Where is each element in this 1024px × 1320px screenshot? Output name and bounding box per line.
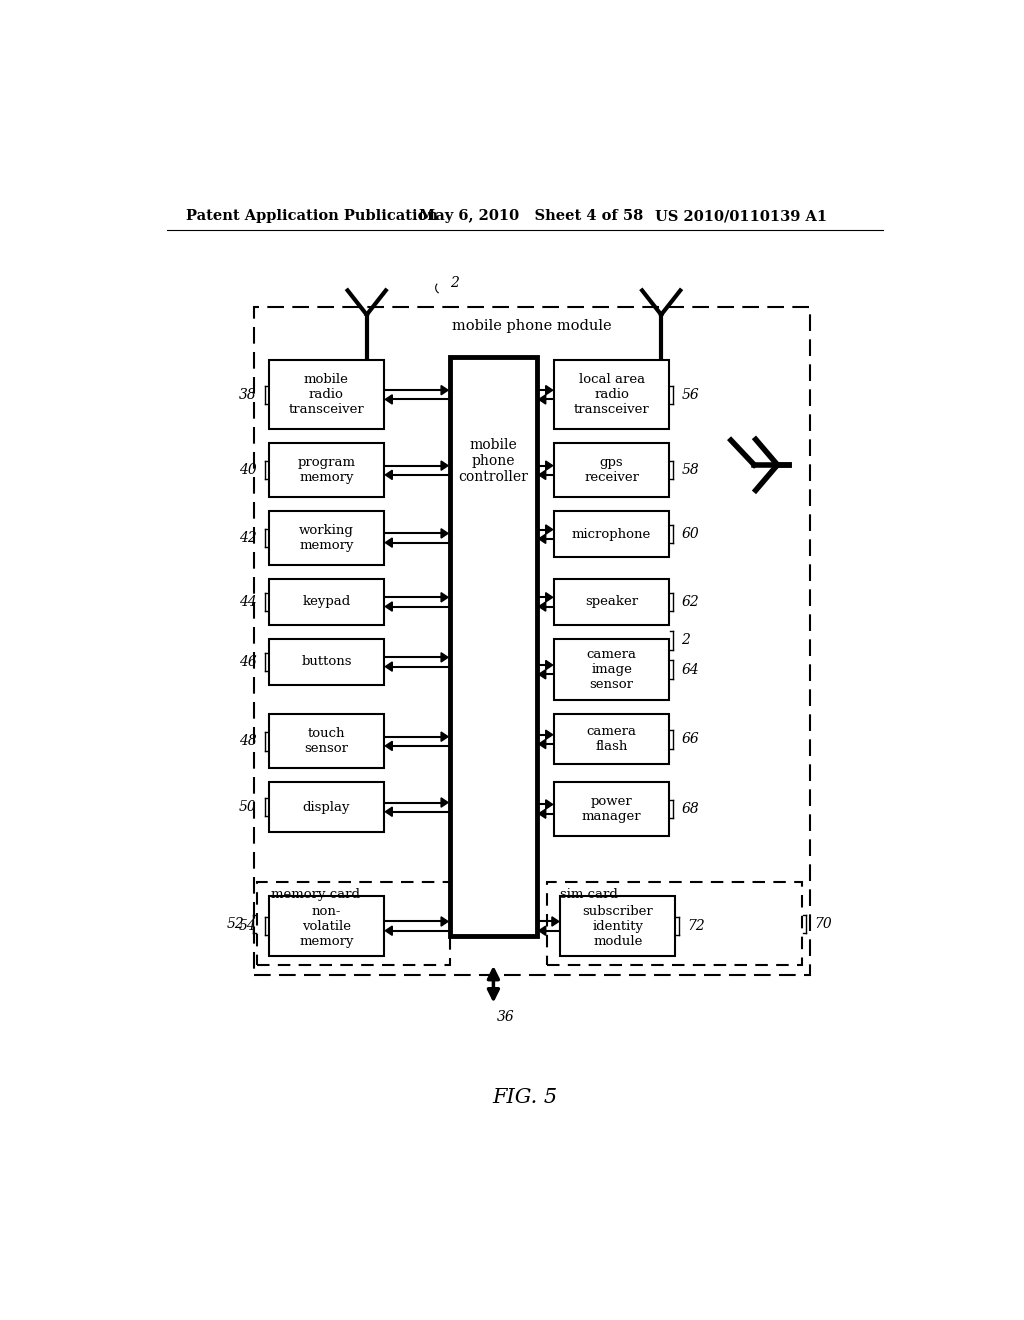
- Bar: [450, 358, 538, 936]
- Bar: [554, 781, 669, 836]
- Polygon shape: [441, 529, 449, 539]
- Bar: [269, 444, 384, 498]
- Bar: [554, 360, 669, 429]
- Text: subscriber
identity
module: subscriber identity module: [583, 904, 653, 948]
- Text: 40: 40: [239, 463, 257, 478]
- Bar: [254, 308, 810, 974]
- Text: touch
sensor: touch sensor: [304, 727, 348, 755]
- Bar: [269, 896, 384, 956]
- Text: 46: 46: [239, 655, 257, 669]
- Text: buttons: buttons: [301, 656, 351, 668]
- Bar: [257, 882, 450, 965]
- Text: 56: 56: [681, 388, 699, 401]
- Polygon shape: [385, 470, 392, 479]
- Text: 68: 68: [681, 803, 699, 816]
- Text: power
manager: power manager: [582, 795, 641, 824]
- Polygon shape: [546, 730, 553, 739]
- Polygon shape: [441, 733, 449, 742]
- Text: camera
flash: camera flash: [587, 726, 637, 754]
- Bar: [547, 882, 802, 965]
- Text: FIG. 5: FIG. 5: [493, 1088, 557, 1107]
- Text: keypad: keypad: [302, 595, 350, 609]
- Polygon shape: [441, 461, 449, 470]
- Polygon shape: [546, 461, 553, 470]
- Text: microphone: microphone: [572, 528, 651, 541]
- Text: 60: 60: [681, 527, 699, 541]
- Text: display: display: [303, 801, 350, 813]
- Text: 54: 54: [239, 919, 257, 933]
- Polygon shape: [385, 663, 392, 671]
- Text: 70: 70: [815, 917, 833, 931]
- Text: 62: 62: [681, 595, 699, 609]
- Bar: [554, 714, 669, 764]
- Text: gps
receiver: gps receiver: [584, 457, 639, 484]
- Text: May 6, 2010   Sheet 4 of 58: May 6, 2010 Sheet 4 of 58: [419, 209, 643, 223]
- Text: sim card: sim card: [560, 888, 618, 902]
- Text: Patent Application Publication: Patent Application Publication: [186, 209, 438, 223]
- Text: 58: 58: [681, 463, 699, 478]
- Text: mobile phone module: mobile phone module: [452, 319, 611, 333]
- Polygon shape: [546, 800, 553, 809]
- Polygon shape: [385, 395, 392, 404]
- Bar: [554, 511, 669, 557]
- Text: mobile
radio
transceiver: mobile radio transceiver: [289, 374, 365, 416]
- Text: 44: 44: [239, 595, 257, 609]
- Polygon shape: [539, 470, 546, 479]
- Polygon shape: [552, 917, 559, 927]
- Bar: [269, 781, 384, 832]
- Polygon shape: [546, 385, 553, 395]
- Text: 66: 66: [681, 733, 699, 746]
- Bar: [269, 578, 384, 626]
- Polygon shape: [441, 917, 449, 927]
- Text: local area
radio
transceiver: local area radio transceiver: [573, 374, 649, 416]
- Polygon shape: [441, 593, 449, 602]
- Polygon shape: [546, 660, 553, 669]
- Text: working
memory: working memory: [299, 524, 354, 552]
- Polygon shape: [385, 742, 392, 751]
- Polygon shape: [539, 535, 546, 544]
- Text: US 2010/0110139 A1: US 2010/0110139 A1: [655, 209, 827, 223]
- Bar: [554, 578, 669, 626]
- Polygon shape: [441, 797, 449, 807]
- Polygon shape: [539, 602, 546, 611]
- Text: 48: 48: [239, 734, 257, 748]
- Text: non-
volatile
memory: non- volatile memory: [299, 904, 353, 948]
- Polygon shape: [441, 385, 449, 395]
- Polygon shape: [385, 539, 392, 548]
- Text: 72: 72: [687, 919, 706, 933]
- Text: 2: 2: [450, 276, 459, 290]
- Polygon shape: [441, 653, 449, 663]
- Text: 38: 38: [239, 388, 257, 401]
- Text: speaker: speaker: [585, 595, 638, 609]
- Polygon shape: [539, 927, 546, 936]
- Text: 42: 42: [239, 531, 257, 545]
- Text: 64: 64: [681, 663, 699, 677]
- Bar: [269, 639, 384, 685]
- Polygon shape: [546, 593, 553, 602]
- Polygon shape: [539, 809, 546, 818]
- Text: memory card: memory card: [270, 888, 359, 902]
- Bar: [554, 639, 669, 701]
- Text: 50: 50: [239, 800, 257, 814]
- Bar: [269, 360, 384, 429]
- Bar: [269, 511, 384, 565]
- Polygon shape: [385, 927, 392, 936]
- Text: mobile
phone
controller: mobile phone controller: [459, 438, 528, 484]
- Bar: [269, 714, 384, 768]
- Polygon shape: [385, 807, 392, 816]
- Text: 36: 36: [498, 1010, 515, 1024]
- Polygon shape: [539, 739, 546, 748]
- Polygon shape: [385, 602, 392, 611]
- Bar: [560, 896, 675, 956]
- Text: 52: 52: [226, 917, 245, 931]
- Bar: [554, 444, 669, 498]
- Polygon shape: [539, 669, 546, 678]
- Text: camera
image
sensor: camera image sensor: [587, 648, 637, 692]
- Text: program
memory: program memory: [297, 457, 355, 484]
- Polygon shape: [546, 525, 553, 535]
- Polygon shape: [539, 395, 546, 404]
- Text: 2: 2: [681, 634, 690, 647]
